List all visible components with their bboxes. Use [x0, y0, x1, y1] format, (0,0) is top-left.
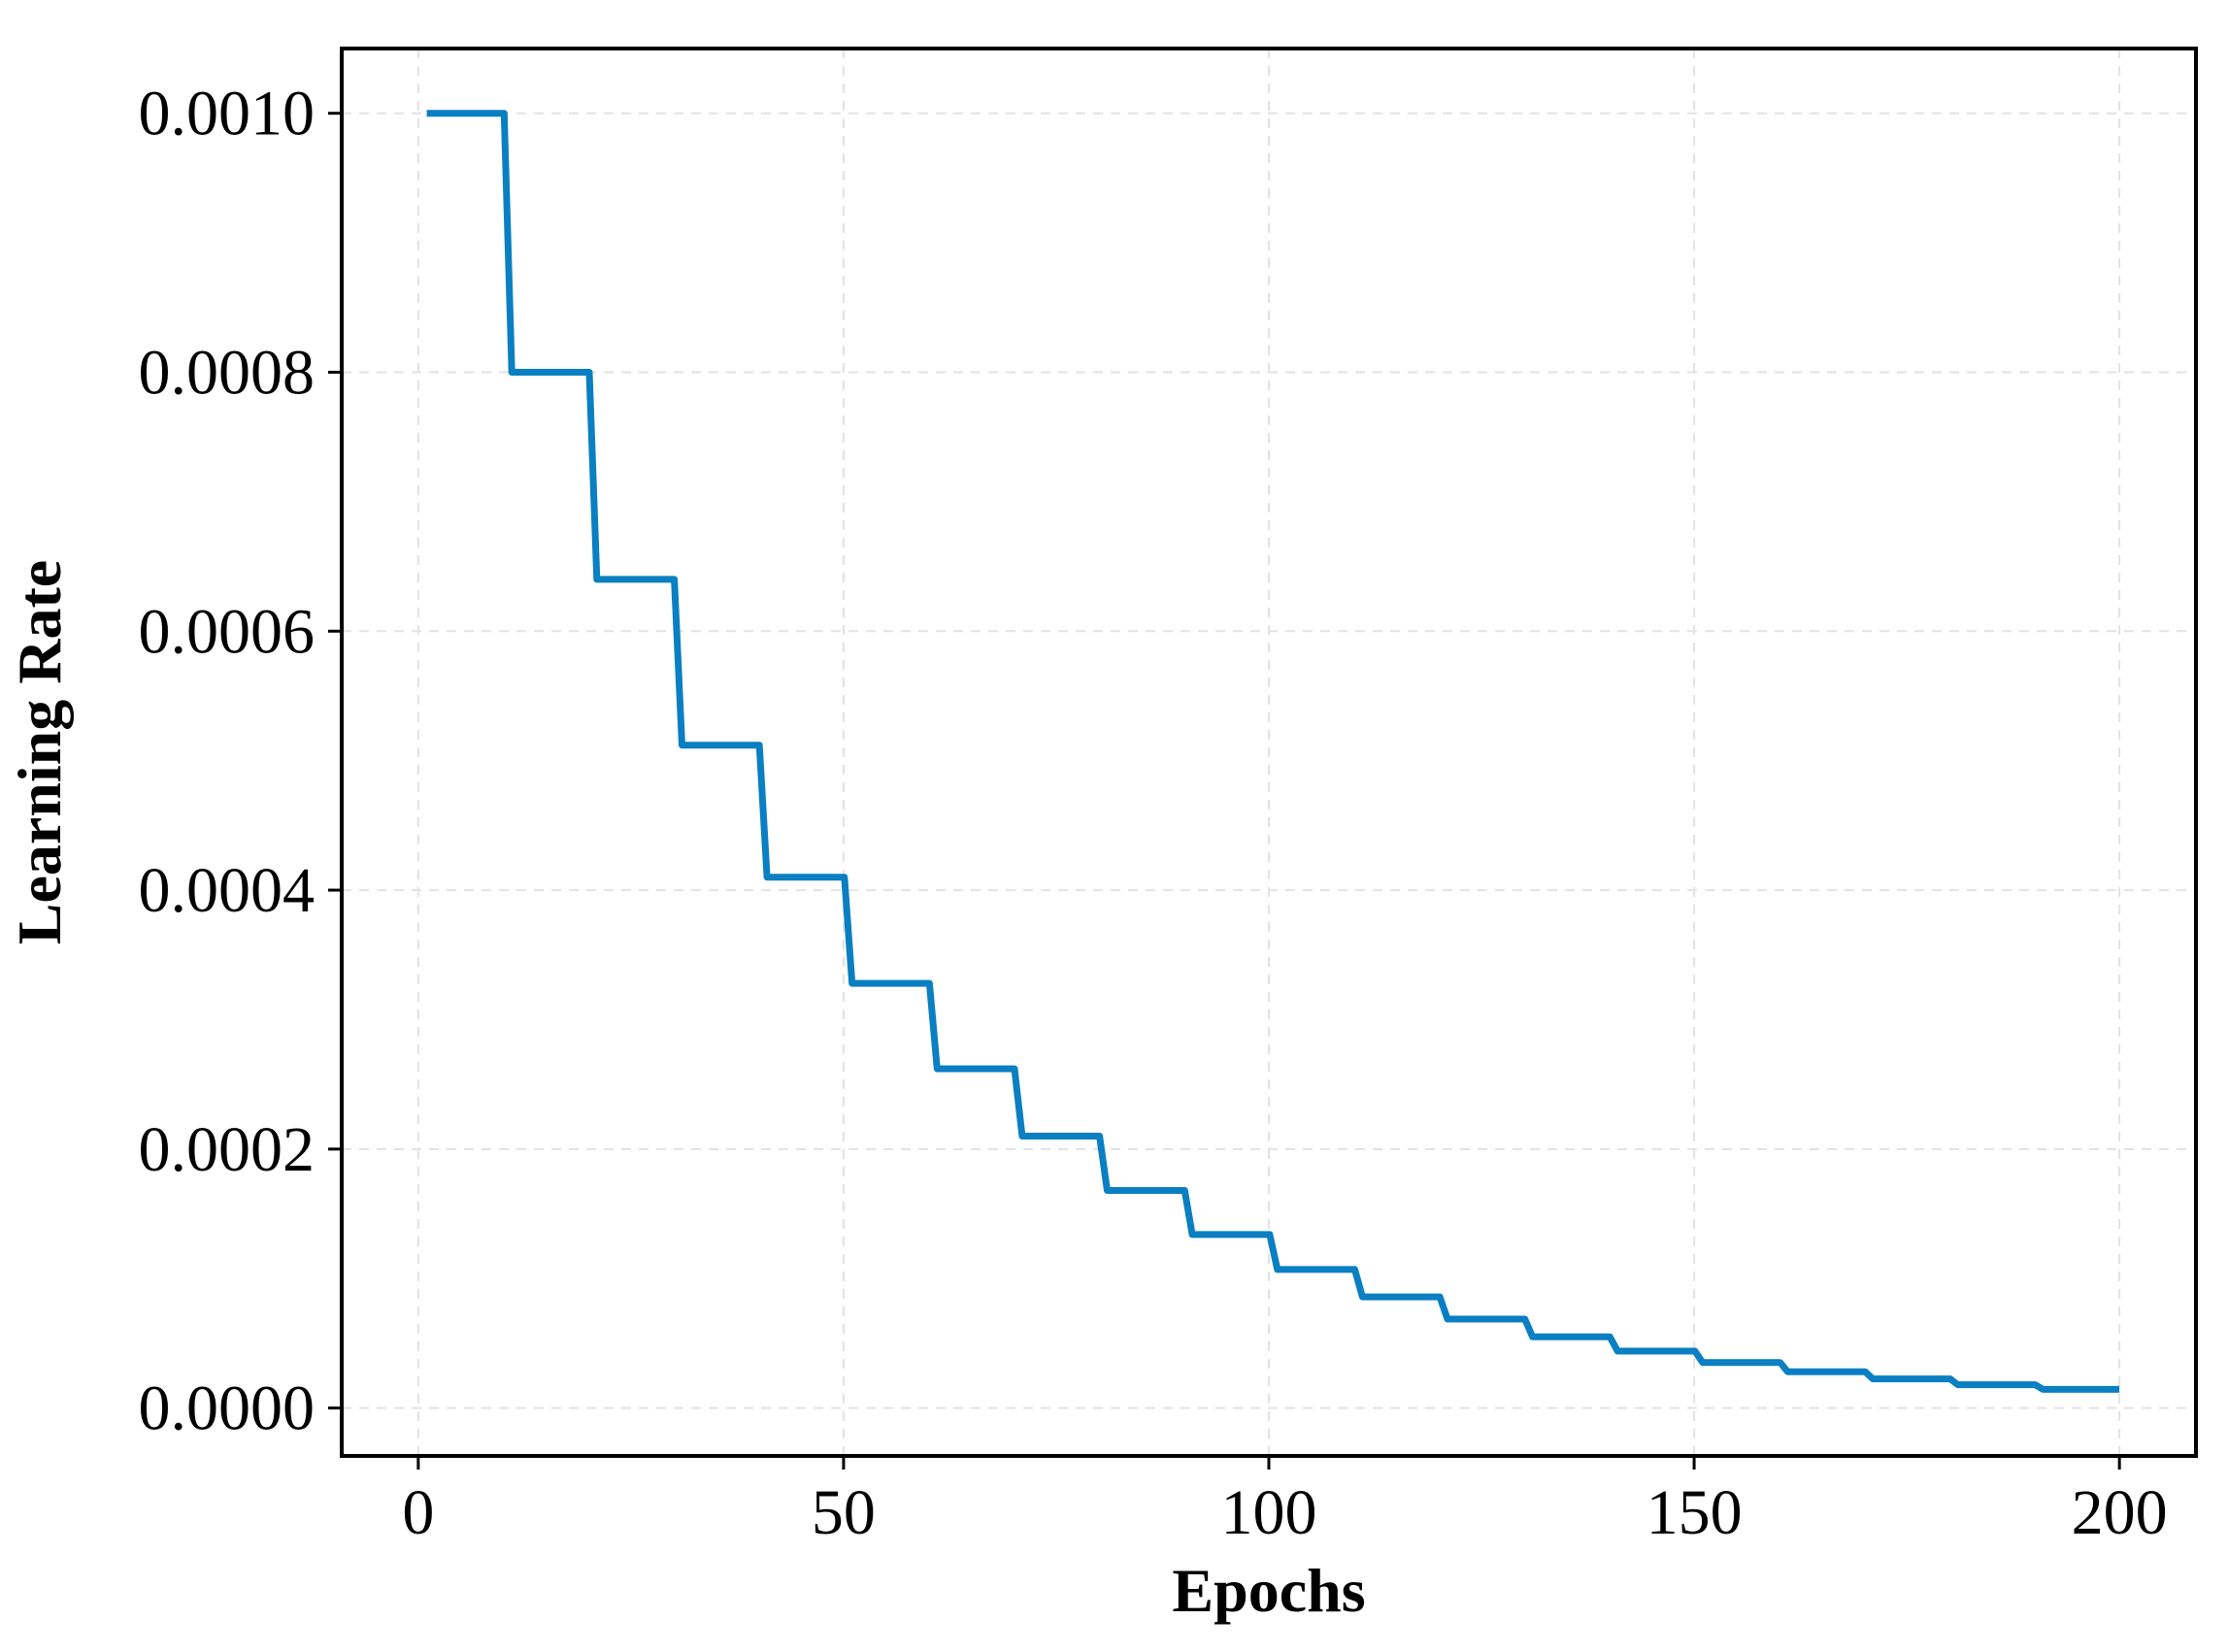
- x-tick-label: 100: [1221, 1477, 1317, 1548]
- y-tick-label: 0.0004: [139, 855, 316, 926]
- series-layer: [426, 110, 2120, 1393]
- y-tick-label: 0.0008: [139, 337, 316, 408]
- y-tick-label: 0.0006: [139, 596, 316, 667]
- y-tick-label: 0.0000: [139, 1373, 316, 1444]
- learning-rate-series-line: [426, 110, 2120, 1393]
- y-tick-label: 0.0010: [139, 79, 316, 149]
- x-tick-label: 150: [1646, 1477, 1743, 1548]
- x-axis-title: Epochs: [1172, 1556, 1365, 1625]
- y-tick-label: 0.0002: [139, 1114, 316, 1185]
- x-tick-label: 50: [812, 1477, 876, 1548]
- y-axis-title: Learning Rate: [5, 560, 74, 944]
- y-axis-ticks: 0.0000 0.0002 0.0004 0.0006 0.0008 0.0010: [139, 79, 342, 1444]
- x-axis-ticks: 0 50 100 150 200: [402, 1456, 2168, 1548]
- x-tick-label: 0: [402, 1477, 434, 1548]
- grid: [342, 49, 2196, 1456]
- x-tick-label: 200: [2072, 1477, 2168, 1548]
